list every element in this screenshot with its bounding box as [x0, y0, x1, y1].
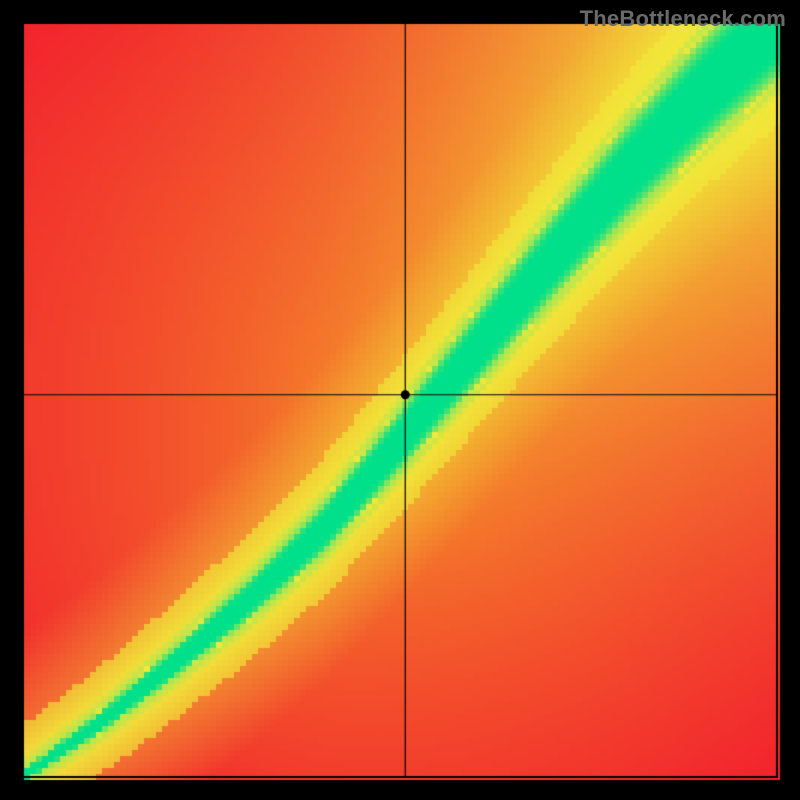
watermark-label: TheBottleneck.com [580, 6, 786, 32]
chart-container: TheBottleneck.com [0, 0, 800, 800]
bottleneck-heatmap [0, 0, 800, 800]
